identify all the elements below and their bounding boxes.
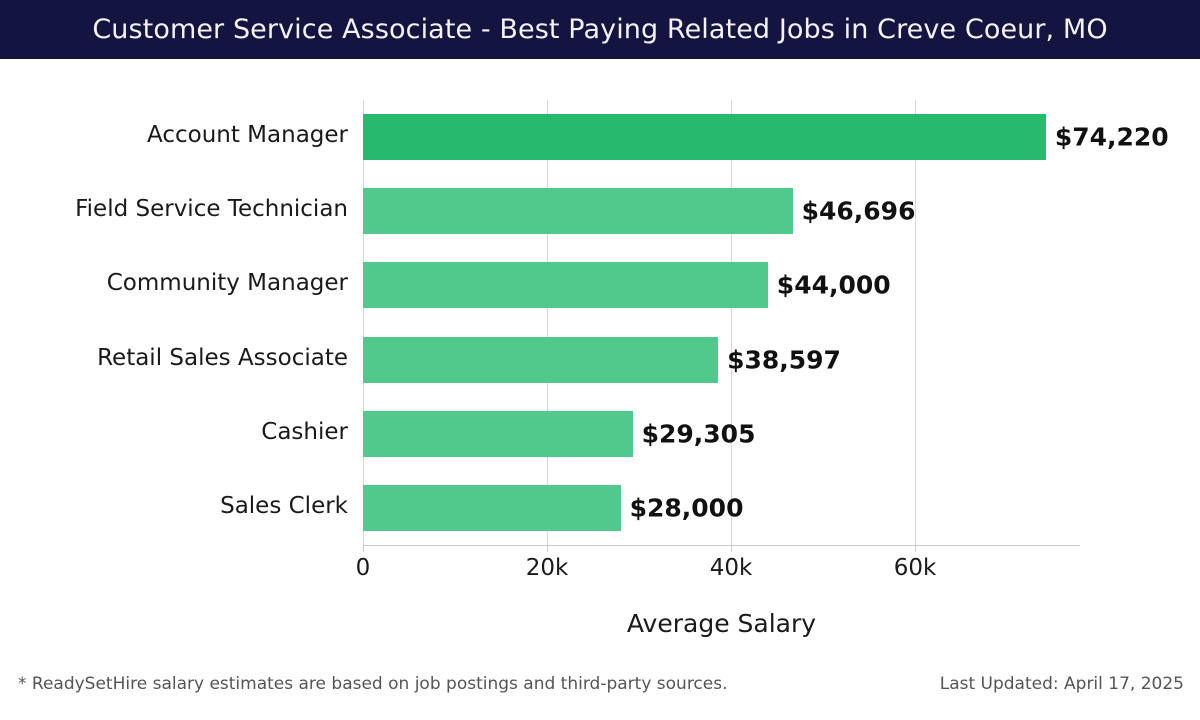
bar-value-label: $38,597 — [727, 345, 841, 375]
chart-canvas: 0 20k 40k 60k Account Manager Field Service … — [0, 59, 1200, 660]
x-tick-label: 20k — [525, 555, 569, 581]
category-label: Community Manager — [106, 270, 348, 297]
bar-value-label: $29,305 — [641, 419, 756, 449]
page-title: Customer Service Associate - Best Paying… — [92, 14, 1108, 45]
x-tick-label: 0 — [355, 555, 371, 581]
category-label: Account Manager — [147, 122, 348, 149]
gridline — [731, 100, 732, 545]
bar-value-label: $28,000 — [629, 493, 744, 523]
bar-value-label: $44,000 — [776, 270, 891, 300]
bar-value-label: $46,696 — [801, 196, 916, 226]
x-axis-label: Average Salary — [626, 609, 817, 638]
gridline — [363, 100, 364, 545]
footer: * ReadySetHire salary estimates are base… — [0, 660, 1200, 720]
bar[interactable] — [363, 114, 1046, 161]
gridline — [915, 100, 916, 545]
bar-value-label: $74,220 — [1054, 122, 1169, 152]
bar[interactable] — [363, 410, 633, 457]
x-tick-label: 40k — [709, 555, 753, 581]
chart-title-bar: Customer Service Associate - Best Paying… — [0, 0, 1200, 59]
footer-disclaimer: * ReadySetHire salary estimates are base… — [18, 674, 728, 694]
category-label: Sales Clerk — [220, 492, 348, 519]
x-tick-mark — [363, 545, 364, 552]
category-label: Retail Sales Associate — [97, 344, 348, 371]
gridline — [547, 100, 548, 545]
bar[interactable] — [363, 188, 793, 235]
footer-last-updated: Last Updated: April 17, 2025 — [939, 674, 1184, 694]
x-tick-mark — [547, 545, 548, 552]
x-tick-mark — [915, 545, 916, 552]
category-label: Cashier — [261, 418, 348, 445]
x-tick-mark — [731, 545, 732, 552]
bar[interactable] — [363, 262, 768, 309]
x-tick-label: 60k — [893, 555, 937, 581]
bar[interactable] — [363, 336, 719, 383]
bar[interactable] — [363, 484, 621, 531]
x-axis-line — [363, 545, 1080, 546]
category-label: Field Service Technician — [75, 196, 348, 223]
